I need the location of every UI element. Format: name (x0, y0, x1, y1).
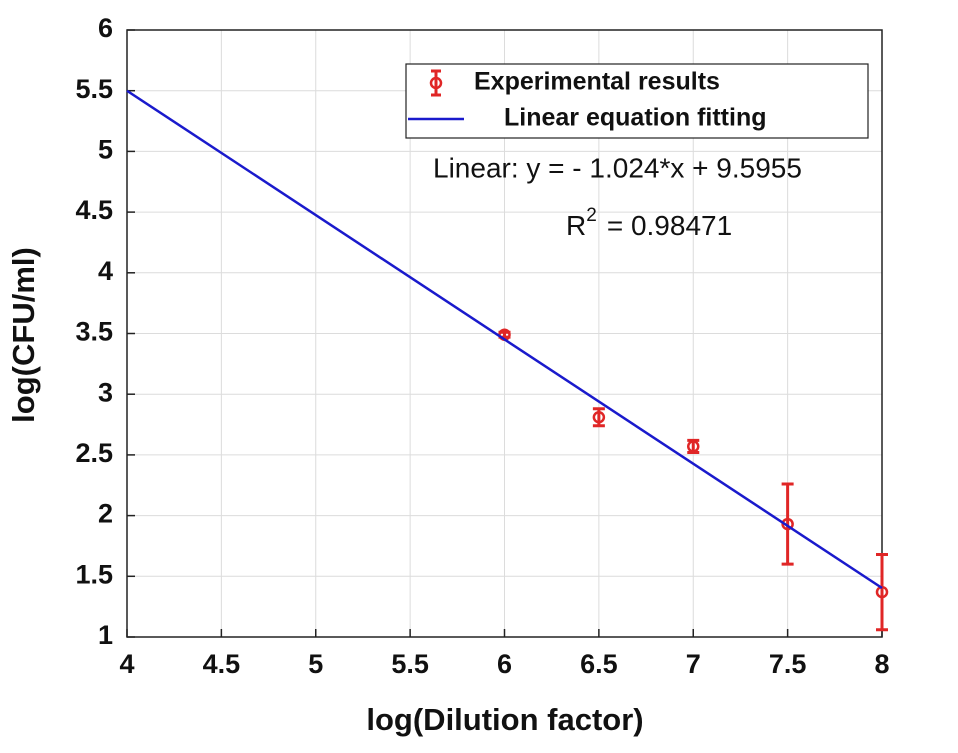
x-tick-label: 7 (686, 649, 701, 679)
y-tick-label: 1 (98, 620, 113, 650)
data-point (687, 440, 700, 453)
fit-line (126, 89, 883, 590)
x-tick-label: 5.5 (391, 649, 429, 679)
legend-box (405, 63, 869, 139)
x-tick-label: 4.5 (203, 649, 241, 679)
error-bar (781, 482, 794, 566)
y-tick-label: 3.5 (75, 317, 113, 347)
y-tick-label: 2 (98, 499, 113, 529)
data-point (781, 517, 794, 531)
r2-exponent: 2 (586, 205, 597, 226)
x-tick-label: 8 (874, 649, 889, 679)
x-tick-label: 6 (497, 649, 512, 679)
data-point (592, 411, 606, 424)
y-tick-label: 2.5 (75, 438, 113, 468)
x-tick-label: 4 (119, 649, 134, 679)
x-tick-label: 5 (308, 649, 323, 679)
y-tick-label: 1.5 (75, 559, 113, 589)
y-tick-label: 6 (98, 13, 113, 43)
plot-frame (126, 29, 883, 638)
legend-label: Linear equation fitting (504, 104, 767, 132)
legend-marker (429, 76, 443, 90)
r2-symbol: R (566, 210, 586, 241)
r2-value: = 0.98471 (607, 210, 732, 241)
equation-annotation: Linear: y = - 1.024*x + 9.5955 (433, 152, 802, 183)
y-tick-label: 4 (98, 256, 113, 286)
y-tick-label: 5 (98, 135, 113, 165)
y-tick-label: 3 (98, 377, 113, 407)
y-tick-label: 5.5 (75, 74, 113, 104)
y-tick-label: 4.5 (75, 195, 113, 225)
legend-marker (431, 69, 441, 97)
r2-annotation: R2 = 0.98471 (566, 205, 732, 241)
x-axis-label: log(Dilution factor) (366, 702, 643, 737)
x-tick-label: 7.5 (769, 649, 807, 679)
legend-label: Experimental results (474, 68, 720, 96)
error-bar (876, 552, 888, 632)
y-axis-label: log(CFU/ml) (6, 247, 41, 423)
x-tick-label: 6.5 (580, 649, 618, 679)
